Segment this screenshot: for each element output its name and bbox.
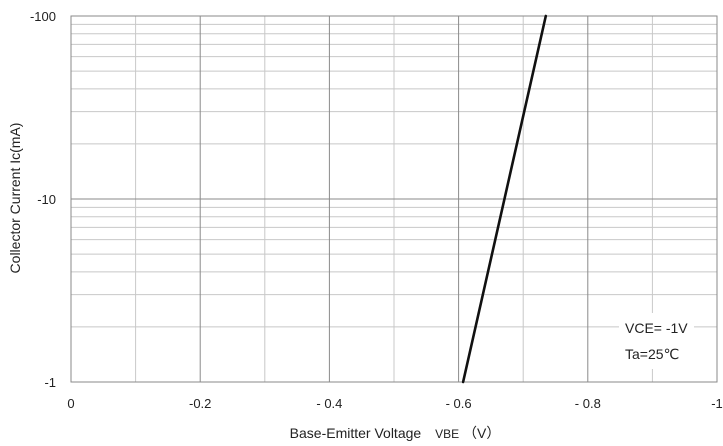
x-axis-label: Base-Emitter Voltage — [290, 425, 422, 441]
x-tick-label: - 0.4 — [316, 396, 342, 411]
y-tick-label: -100 — [30, 9, 56, 24]
y-axis-title: Collector Current Ic(mA) — [7, 123, 23, 274]
plot-frame — [70, 15, 718, 383]
x-tick-label: - 0.6 — [446, 396, 472, 411]
x-tick-label: 0 — [67, 396, 74, 411]
y-tick-label: -10 — [37, 192, 56, 207]
series-layer — [461, 14, 548, 384]
x-axis-symbol: VBE — [435, 427, 459, 441]
y-tick-label: -1 — [44, 375, 56, 390]
ta-annotation: Ta=25℃ — [625, 346, 680, 362]
conditions-box: VCE= -1V Ta=25℃ — [619, 313, 694, 369]
x-tick-label: -1 — [711, 396, 723, 411]
x-axis-unit: （V） — [463, 425, 500, 441]
tick-labels: 0 -0.2 - 0.4 - 0.6 - 0.8 -1 -1 -10 -100 — [30, 9, 723, 411]
vce-annotation: VCE= -1V — [625, 320, 688, 336]
grid — [70, 15, 718, 383]
x-tick-label: -0.2 — [189, 396, 211, 411]
series-line — [461, 14, 548, 384]
x-tick-label: - 0.8 — [575, 396, 601, 411]
x-axis-title: Base-Emitter Voltage VBE （V） — [290, 425, 501, 441]
